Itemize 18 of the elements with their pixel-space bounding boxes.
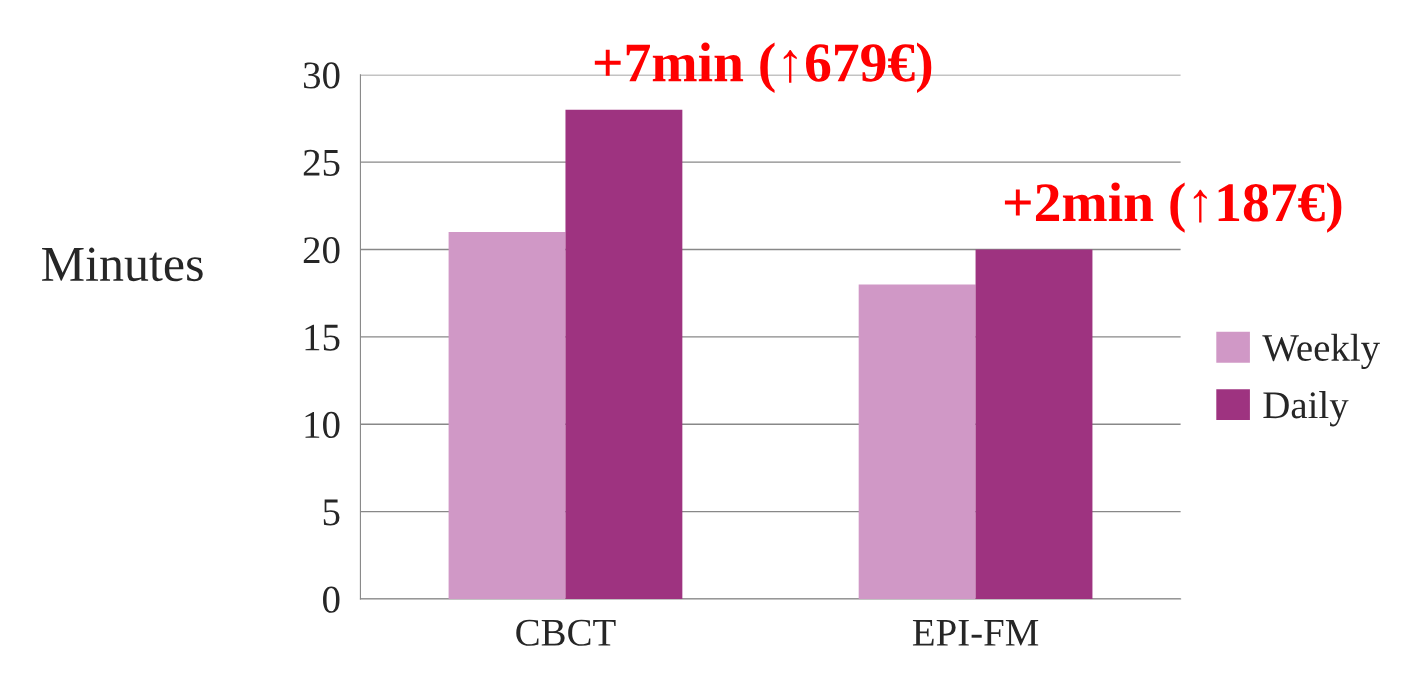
bar <box>975 249 1093 599</box>
x-tick-label: CBCT <box>516 619 616 646</box>
bar <box>565 109 683 599</box>
y-tick-label: 0 <box>323 586 340 613</box>
annotation: +7min (↑679€) <box>594 42 932 93</box>
y-tick-label: 20 <box>303 237 340 264</box>
y-axis-title: Minutes <box>42 247 203 282</box>
y-tick-label: 30 <box>303 62 340 89</box>
legend-label: Weekly <box>1262 333 1380 370</box>
y-tick-label: 10 <box>305 411 340 439</box>
y-tick-label: 25 <box>303 149 340 176</box>
annotation: +2min (↑187€) <box>1004 182 1342 233</box>
legend-label: Daily <box>1263 391 1349 427</box>
y-tick-label: 5 <box>323 499 340 526</box>
bar <box>448 231 566 599</box>
x-tick-label: EPI-FM <box>912 619 1039 646</box>
y-tick-label: 15 <box>305 324 340 351</box>
bar <box>858 284 976 599</box>
